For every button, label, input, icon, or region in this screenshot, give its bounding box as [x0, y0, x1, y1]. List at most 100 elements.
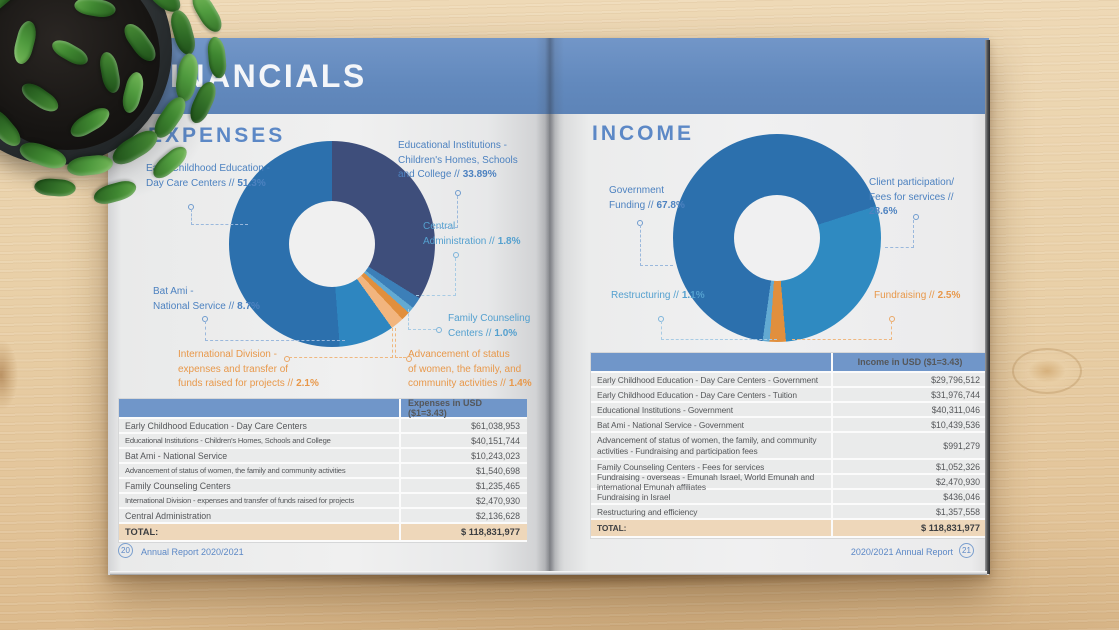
- financials-banner-right: [549, 38, 989, 114]
- row-label: Family Counseling Centers - Fees for ser…: [591, 460, 831, 473]
- label-pct: 2.5%: [937, 290, 961, 301]
- row-value: $40,151,744: [399, 434, 527, 447]
- row-value: $436,046: [831, 490, 987, 503]
- table-header-row: Expenses in USD ($1=3.43): [119, 398, 527, 419]
- row-value: $40,311,046: [831, 403, 987, 416]
- leader-dot: [436, 327, 442, 333]
- header-value-cell: Income in USD ($1=3.43): [831, 353, 987, 371]
- table-row: Advancement of status of women, the fami…: [119, 464, 527, 479]
- leader-dot: [188, 204, 194, 210]
- label-pct: 51.3%: [237, 177, 266, 189]
- row-label: Central Administration: [119, 509, 399, 522]
- row-label: Advancement of status of women, the fami…: [119, 464, 399, 477]
- page-title: FINANCIALS: [148, 58, 367, 94]
- table-row: Central Administration $2,136,628: [119, 509, 527, 524]
- chart-label-restructuring: Restructuring //1.1%: [611, 289, 776, 304]
- row-value: $2,470,930: [399, 494, 527, 507]
- table-row: Educational Institutions - Government $4…: [591, 403, 987, 418]
- label-text: Government Funding //: [609, 185, 665, 211]
- row-value: $2,136,628: [399, 509, 527, 522]
- table-row: Early Childhood Education - Day Care Cen…: [119, 419, 527, 434]
- table-row: Family Counseling Centers - Fees for ser…: [591, 460, 987, 475]
- table-row: Bat Ami - National Service $10,243,023: [119, 449, 527, 464]
- row-label: Early Childhood Education - Day Care Cen…: [591, 373, 831, 386]
- plant-leaf: [73, 0, 117, 20]
- label-pct: 28.6%: [869, 206, 898, 217]
- table-row: Advancement of status of women, the fami…: [591, 433, 987, 460]
- total-value: $ 118,831,977: [831, 520, 987, 536]
- table-total-row: TOTAL: $ 118,831,977: [119, 524, 527, 542]
- table-header-row: Income in USD ($1=3.43): [591, 353, 987, 373]
- label-text: Client participation/ Fees for services …: [869, 177, 955, 203]
- leader-dot: [453, 252, 459, 258]
- leader-line: [408, 309, 436, 330]
- leader-line: [640, 225, 673, 266]
- table-row: International Division - expenses and tr…: [119, 494, 527, 509]
- label-text: International Division - expenses and tr…: [178, 349, 294, 389]
- row-value: $1,357,558: [831, 505, 987, 518]
- total-value: $ 118,831,977: [399, 524, 527, 540]
- row-value: $29,796,512: [831, 373, 987, 386]
- chart-label-client-participation: Client participation/ Fees for services …: [869, 176, 989, 220]
- table-row: Early Childhood Education - Day Care Cen…: [591, 373, 987, 388]
- row-label: Bat Ami - National Service: [119, 449, 399, 462]
- label-pct: 8.7%: [237, 300, 260, 312]
- chart-label-advancement-women: Advancement of status of women, the fami…: [408, 348, 549, 392]
- row-label: Educational Institutions - Children's Ho…: [119, 434, 399, 447]
- leader-dot: [406, 356, 412, 362]
- leader-line: [885, 220, 914, 248]
- footer-text: Annual Report 2020/2021: [141, 547, 244, 557]
- label-pct: 67.8%: [656, 199, 685, 211]
- table-row: Fundraising - overseas - Emunah Israel, …: [591, 472, 987, 492]
- leader-dot: [637, 220, 643, 226]
- leader-line: [395, 328, 406, 358]
- expenses-heading: EXPENSES: [148, 124, 286, 147]
- label-text: Advancement of status of women, the fami…: [408, 349, 522, 389]
- table-total-row: TOTAL: $ 118,831,977: [591, 520, 987, 538]
- wood-knot-left: [0, 340, 18, 410]
- page-income: INCOME Government Funding //67.8% Client…: [549, 38, 989, 575]
- label-text: Educational Institutions - Children's Ho…: [398, 140, 518, 180]
- header-value-cell: Expenses in USD ($1=3.43): [399, 398, 527, 418]
- annual-report-book: FINANCIALS EXPENSES Early Childhood Educ…: [108, 38, 990, 575]
- row-value: $1,540,698: [399, 464, 527, 477]
- label-text: Bat Ami - National Service //: [153, 286, 235, 312]
- financials-banner: FINANCIALS: [108, 38, 549, 114]
- label-text: Family Counseling Centers //: [448, 313, 531, 339]
- leader-dot: [455, 190, 461, 196]
- plant-leaf: [66, 154, 114, 177]
- chart-label-fundraising: Fundraising //2.5%: [874, 289, 989, 304]
- label-pct: 1.0%: [494, 327, 518, 339]
- label-pct: 1.4%: [508, 378, 532, 389]
- plant-leaf: [188, 0, 226, 36]
- row-label: Bat Ami - National Service - Government: [591, 418, 831, 431]
- chart-label-family-counseling: Family Counseling Centers //1.0%: [448, 312, 549, 341]
- row-value: $61,038,953: [399, 419, 527, 432]
- header-empty-cell: [119, 399, 399, 417]
- income-heading: INCOME: [592, 122, 694, 145]
- table-row: Bat Ami - National Service - Government …: [591, 418, 987, 433]
- row-label: Restructuring and efficiency: [591, 505, 831, 518]
- label-text: Restructuring //: [611, 290, 679, 301]
- table-row: Educational Institutions - Children's Ho…: [119, 434, 527, 449]
- row-label: Fundraising in Israel: [591, 490, 831, 503]
- plant-leaf: [134, 0, 186, 18]
- leader-dot: [658, 316, 664, 322]
- plant-leaf: [49, 35, 91, 70]
- chart-label-central-administration: Central Administration //1.8%: [423, 220, 549, 249]
- row-label: Early Childhood Education - Day Care Cen…: [119, 419, 399, 432]
- page-stack-edge: [985, 40, 990, 574]
- total-label: TOTAL:: [591, 520, 831, 536]
- expenses-table: Expenses in USD ($1=3.43) Early Childhoo…: [118, 398, 528, 543]
- table-row: Restructuring and efficiency $1,357,558: [591, 505, 987, 520]
- row-value: $991,279: [831, 433, 987, 458]
- row-value: $1,052,326: [831, 460, 987, 473]
- expenses-donut-chart: [229, 141, 435, 347]
- plant-leaf: [16, 137, 70, 174]
- row-value: $10,243,023: [399, 449, 527, 462]
- row-value: $10,439,536: [831, 418, 987, 431]
- income-donut-chart: [673, 134, 881, 342]
- donut-hole: [734, 195, 820, 281]
- row-label: Advancement of status of women, the fami…: [591, 433, 831, 458]
